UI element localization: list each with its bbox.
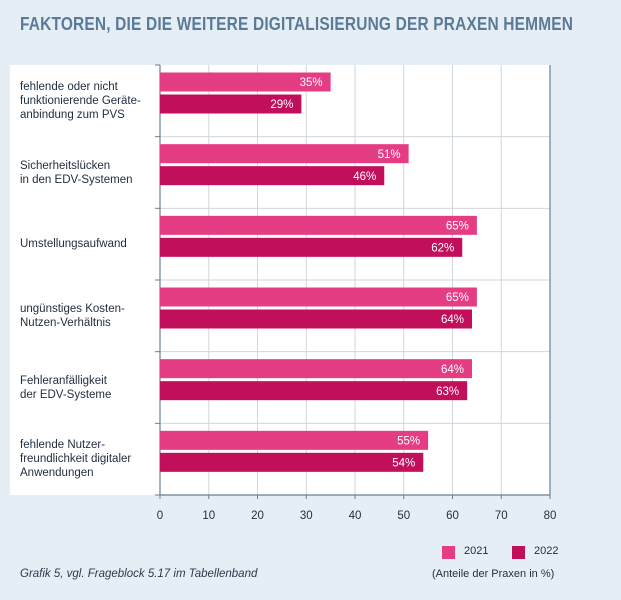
x-tick-label: 0 (157, 510, 163, 522)
bar-2022-3 (160, 309, 472, 329)
chart-title: FAKTOREN, DIE DIE WEITERE DIGITALISIERUN… (20, 14, 574, 34)
units-label: (Anteile der Praxen in %) (432, 568, 555, 580)
bar-value-label: 63% (436, 386, 459, 398)
category-label-line: Fehleranfälligkeit (20, 374, 107, 387)
category-label-line: der EDV-Systeme (20, 388, 112, 401)
category-label-line: Umstellungsaufwand (20, 238, 127, 251)
bar-2021-3 (160, 287, 477, 307)
legend-swatch-2022 (512, 546, 525, 559)
category-label-line: freundlichkeit digitaler (20, 453, 132, 466)
bar-value-label: 64% (441, 364, 464, 376)
legend-label-2021: 2021 (464, 545, 489, 557)
bar-2022-0 (160, 94, 302, 114)
bar-2022-5 (160, 452, 424, 472)
category-label-line: Nutzen-Verhältnis (20, 316, 111, 329)
bar-value-label: 54% (392, 458, 415, 470)
category-label: Fehleranfälligkeit der EDV-Systeme (20, 374, 160, 402)
bar-2021-5 (160, 430, 429, 450)
x-tick-label: 60 (446, 510, 459, 522)
bar-2022-4 (160, 381, 468, 401)
category-label: Sicherheitslücken in den EDV-Systemen (20, 159, 160, 187)
x-tick-label: 40 (349, 510, 362, 522)
category-label-line: ungünstiges Kosten- (20, 302, 125, 315)
bar-2022-1 (160, 166, 385, 186)
category-label-line: Anwendungen (20, 467, 94, 480)
category-label-line: fehlende oder nicht (20, 80, 118, 93)
bar-value-label: 46% (353, 171, 376, 183)
x-tick-label: 70 (495, 510, 508, 522)
bar-value-label: 65% (446, 292, 469, 304)
bar-2022-2 (160, 237, 463, 257)
bar-value-label: 51% (378, 149, 401, 161)
bar-2021-0 (160, 72, 331, 92)
category-label-line: anbindung zum PVS (20, 108, 125, 121)
category-label: Umstellungsaufwand (20, 237, 160, 251)
bar-value-label: 65% (446, 221, 469, 233)
bar-value-label: 64% (441, 314, 464, 326)
bar-value-label: 29% (270, 99, 293, 111)
bar-value-label: 35% (300, 77, 323, 89)
x-tick-label: 80 (544, 510, 557, 522)
x-tick-label: 50 (397, 510, 410, 522)
category-label: fehlende Nutzer-freundlichkeit digitaler… (20, 438, 160, 480)
x-tick-label: 10 (202, 510, 215, 522)
legend-label-2022: 2022 (534, 545, 559, 557)
category-label: ungünstiges Kosten- Nutzen-Verhältnis (20, 302, 160, 330)
category-label-line: in den EDV-Systemen (20, 173, 133, 186)
category-label: fehlende oder nicht funktionierende Gerät… (20, 80, 160, 122)
x-tick-label: 20 (251, 510, 264, 522)
bar-2021-4 (160, 359, 472, 379)
legend-swatch-2021 (442, 546, 455, 559)
x-tick-label: 30 (300, 510, 313, 522)
bar-2021-1 (160, 144, 409, 164)
bar-value-label: 62% (431, 243, 454, 255)
bar-2021-2 (160, 215, 477, 235)
category-label-line: Sicherheitslücken (20, 159, 111, 172)
source-footnote: Grafik 5, vgl. Frageblock 5.17 im Tabell… (20, 568, 258, 580)
category-label-line: fehlende Nutzer- (20, 439, 106, 452)
category-label-line: funktionierende Geräte- (20, 94, 141, 107)
bar-value-label: 55% (397, 436, 420, 448)
